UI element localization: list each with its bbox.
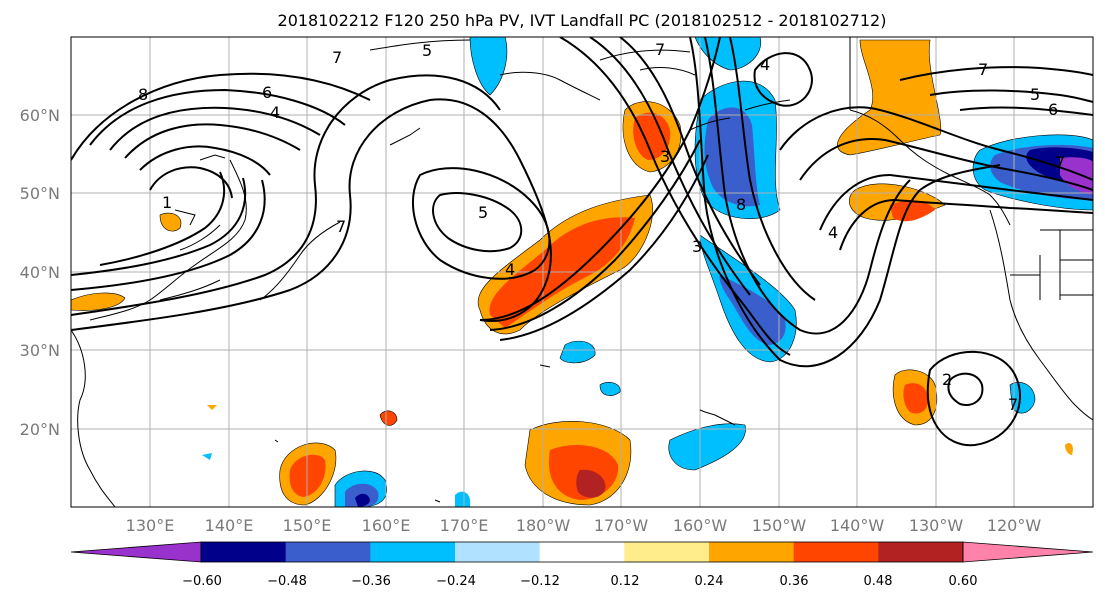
colorbar-tick-label: 0.48	[864, 574, 893, 589]
latitude-labels: 60°N 50°N 40°N 30°N 20°N	[20, 106, 60, 439]
lon-label: 150°W	[752, 516, 807, 535]
colorbar-tick-label: 0.36	[780, 574, 809, 589]
lon-label: 140°E	[205, 516, 254, 535]
contour-label: 5	[422, 41, 432, 60]
lat-label: 20°N	[20, 420, 60, 439]
lon-label: 170°E	[440, 516, 489, 535]
lat-label: 60°N	[20, 106, 60, 125]
contour-label: 7	[1008, 395, 1018, 414]
lon-label: 120°W	[987, 516, 1042, 535]
contour-label: 6	[1048, 100, 1058, 119]
contour-label: 3	[660, 147, 670, 166]
colorbar-tick-label: −0.48	[267, 574, 307, 589]
colorbar-segment	[878, 542, 964, 562]
colorbar-segment	[709, 542, 795, 562]
contour-label: 3	[692, 237, 702, 256]
figure-title: 2018102212 F120 250 hPa PV, IVT Landfall…	[278, 11, 887, 30]
colorbar-tick-label: −0.24	[436, 574, 476, 589]
contour-label: 1	[162, 193, 172, 212]
colorbar-tick-label: −0.36	[351, 574, 391, 589]
contour-label: 7	[655, 40, 665, 59]
contour-label: 2	[942, 370, 952, 389]
contour-label: 7	[336, 217, 346, 236]
lon-label: 130°E	[126, 516, 175, 535]
contour-label: 8	[736, 195, 746, 214]
contour-label: 4	[828, 223, 838, 242]
lon-label: 160°W	[673, 516, 728, 535]
contour-label: 4	[760, 55, 770, 74]
pv-contours	[71, 37, 1093, 447]
contour-label: 4	[505, 260, 515, 279]
map-panel: 8 7 6 4 5 1 7 5 4 8 3 7 3 4 5 6 7 2 7 7	[70, 36, 1094, 508]
colorbar-tick-label: 0.60	[949, 574, 978, 589]
contour-label: 7	[332, 48, 342, 67]
map-frame	[70, 36, 1094, 508]
colorbar: −0.60 −0.48 −0.36 −0.24 −0.12 0.12 0.24 …	[70, 541, 1094, 589]
contour-label: 8	[138, 85, 148, 104]
colorbar-segment	[793, 542, 879, 562]
colorbar-tick-label: 0.12	[611, 574, 640, 589]
longitude-labels: 130°E 140°E 150°E 160°E 170°E 180°W 170°…	[126, 516, 1042, 535]
colorbar-segment	[370, 542, 456, 562]
lat-label: 40°N	[20, 263, 60, 282]
contour-label: 4	[270, 103, 280, 122]
colorbar-segment	[624, 542, 710, 562]
colorbar-tick-label: −0.60	[182, 574, 222, 589]
lon-label: 130°W	[909, 516, 964, 535]
contour-labels: 8 7 6 4 5 1 7 5 4 8 3 7 3 4 5 6 7 2 7 7	[138, 40, 1065, 414]
map-gridlines	[71, 37, 1093, 507]
lon-label: 150°E	[283, 516, 332, 535]
colorbar-tick-label: 0.24	[695, 574, 724, 589]
lon-label: 170°W	[594, 516, 649, 535]
lat-label: 30°N	[20, 341, 60, 360]
colorbar-extend-low	[70, 541, 202, 563]
colorbar-segments	[70, 541, 1094, 563]
contour-label: 7	[1055, 153, 1065, 172]
lon-label: 140°W	[830, 516, 885, 535]
contour-label: 5	[478, 203, 488, 222]
colorbar-frame	[200, 541, 964, 563]
colorbar-segment	[539, 542, 625, 562]
lat-label: 50°N	[20, 184, 60, 203]
lon-label: 180°W	[516, 516, 571, 535]
contour-label: 6	[262, 83, 272, 102]
contour-label: 7	[978, 60, 988, 79]
lon-label: 160°E	[362, 516, 411, 535]
colorbar-tick-labels: −0.60 −0.48 −0.36 −0.24 −0.12 0.12 0.24 …	[182, 574, 977, 589]
colorbar-segment	[455, 542, 541, 562]
colorbar-segment	[201, 542, 287, 562]
contour-label: 5	[1030, 85, 1040, 104]
colorbar-tick-label: −0.12	[520, 574, 560, 589]
colorbar-extend-high	[962, 541, 1094, 563]
colorbar-segment	[285, 542, 371, 562]
